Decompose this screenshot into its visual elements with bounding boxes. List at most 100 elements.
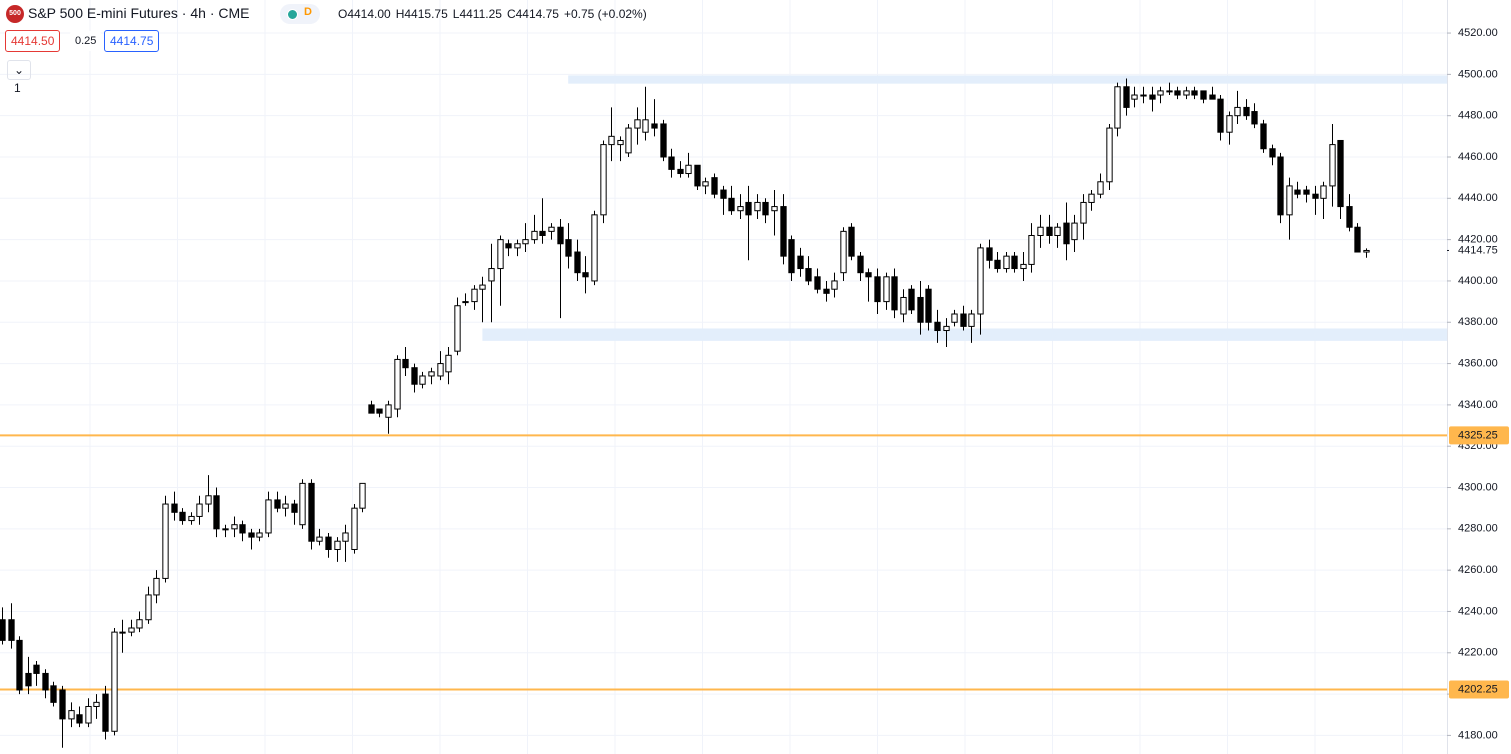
candle-body [925, 288, 932, 323]
line-price-label-bg [1449, 680, 1509, 699]
candle-body [831, 280, 838, 290]
candle-body [1054, 226, 1061, 236]
candle-body [1011, 255, 1018, 270]
candle-body [823, 288, 830, 294]
candle-body [651, 123, 658, 129]
candle-body [93, 701, 100, 707]
symbol-icon[interactable]: 500 [6, 5, 24, 23]
zone [482, 328, 1447, 341]
sell-button[interactable]: 4414.50 [5, 30, 61, 52]
candle-body [557, 226, 564, 245]
candle-body [385, 404, 392, 418]
y-tick-label: 4440.00 [1458, 192, 1498, 204]
candle-body [85, 705, 92, 724]
candle-body [814, 276, 821, 290]
candle-body [411, 367, 418, 385]
candle-body [162, 503, 169, 579]
y-tick-label: 4360.00 [1458, 357, 1498, 369]
y-tick-label: 4480.00 [1458, 110, 1498, 122]
candle-body [694, 164, 701, 187]
candle-body [642, 119, 649, 133]
status[interactable]: D [280, 4, 320, 24]
candle-body [1131, 94, 1138, 100]
candle-body [488, 268, 495, 282]
candle-body [1303, 189, 1310, 195]
y-tick-label: 4340.00 [1458, 399, 1498, 411]
candle-body [951, 313, 958, 323]
candle-body [445, 354, 452, 373]
line-price-label: 4325.25 [1458, 429, 1498, 441]
last-price-label: 4414.75 [1458, 244, 1498, 256]
ohlc-change: +0.75 (+0.02%) [563, 7, 647, 21]
y-tick-label: 4240.00 [1458, 605, 1498, 617]
candle-body [1217, 98, 1224, 133]
candle-body [600, 144, 607, 216]
candle-body [171, 503, 178, 513]
candle-body [797, 255, 804, 270]
candle-body [8, 619, 15, 641]
candle-body [454, 305, 461, 352]
candle-body [282, 503, 289, 509]
candle-body [994, 259, 1001, 270]
y-tick-label: 4300.00 [1458, 481, 1498, 493]
candle-body [376, 408, 383, 414]
candle-body [153, 577, 160, 596]
symbol-title[interactable]: S&P 500 E-mini Futures · 4h · CME [28, 5, 250, 21]
candle-body [780, 206, 787, 257]
candle-body [1020, 263, 1027, 270]
indicators-toggle[interactable]: ⌄ 1 [7, 60, 32, 95]
candle-body [625, 127, 632, 154]
last-price-bg [1449, 242, 1509, 259]
candle-body [883, 276, 890, 303]
candle-body [754, 201, 761, 212]
candle-body [1243, 106, 1250, 117]
candle-body [986, 247, 993, 261]
y-tick-label: 4380.00 [1458, 316, 1498, 328]
candle-body [479, 284, 486, 290]
candle-body [368, 404, 375, 414]
candle-body [617, 139, 624, 146]
candle-body [1166, 90, 1173, 93]
candle-body [728, 197, 735, 212]
candle-body [231, 524, 238, 530]
candle-body [334, 540, 341, 550]
candle-body [685, 164, 692, 175]
candle-body [1269, 148, 1276, 158]
candle-body [428, 371, 435, 377]
candle-body [977, 247, 984, 315]
indicator-count: 1 [14, 81, 21, 95]
candle-body [968, 313, 975, 327]
buy-button[interactable]: 4414.75 [104, 30, 160, 52]
y-tick-label: 4180.00 [1458, 729, 1498, 741]
candle-body [359, 482, 366, 509]
y-tick-label: 4520.00 [1458, 27, 1498, 39]
candle-body [196, 503, 203, 517]
candle-body [1191, 90, 1198, 96]
candle-body [265, 499, 272, 534]
candle-body [539, 230, 546, 236]
candle-body [900, 296, 907, 315]
candle-body [720, 189, 727, 199]
candle-body [59, 689, 66, 720]
candle-body [471, 288, 478, 303]
candle-body [437, 363, 444, 377]
y-tick-label: 4280.00 [1458, 523, 1498, 535]
candle-body [213, 495, 220, 530]
candle-body [0, 619, 6, 641]
candle-body [394, 358, 401, 410]
candle-body [891, 276, 898, 311]
candle-body [136, 619, 143, 629]
candle-body [1312, 193, 1319, 199]
candle-body [239, 524, 246, 534]
candle-body [788, 239, 795, 274]
candle-body [1286, 185, 1293, 216]
candle-body [840, 230, 847, 274]
candle-body [805, 268, 812, 282]
candle-body [762, 201, 769, 216]
candle-body [1149, 94, 1156, 100]
candle-body [1088, 193, 1095, 203]
candle-body [325, 536, 332, 550]
candle-body [943, 325, 950, 332]
candle-body [462, 301, 469, 304]
candle-body [745, 201, 752, 216]
